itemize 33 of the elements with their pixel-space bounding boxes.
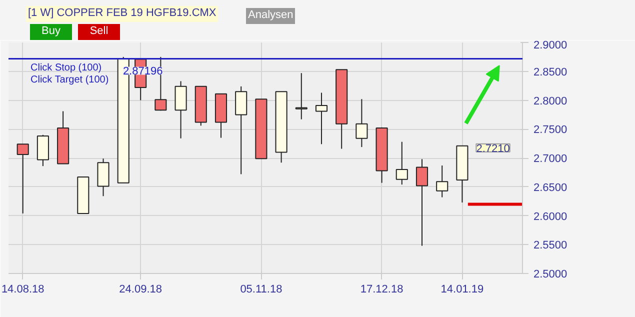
y-tick-label: 2.7500	[534, 124, 568, 136]
y-tick-label: 2.9000	[534, 40, 568, 52]
text: Sell	[78, 24, 120, 40]
candlestick	[436, 165, 448, 198]
y-tick-label: 2.6500	[534, 182, 568, 194]
text: Analysen	[246, 8, 296, 24]
chart-title: [1 W] COPPER FEB 19 HGFB19.CMX	[26, 6, 218, 22]
candlestick	[97, 158, 110, 197]
x-tick-label: 05.11.18	[240, 284, 282, 296]
candlestick	[356, 98, 368, 148]
annotation: Click Stop (100)	[30, 62, 102, 74]
text: Buy	[30, 24, 72, 40]
candlestick	[16, 144, 29, 214]
annotation: 2.7210	[476, 142, 510, 155]
candlestick	[295, 72, 308, 120]
y-tick-label: 2.7000	[534, 153, 568, 165]
x-tick-label: 17.12.18	[360, 284, 404, 296]
y-tick-label: 2.8500	[534, 66, 568, 78]
x-tick-label: 24.09.18	[119, 284, 162, 296]
y-tick-label: 2.6000	[534, 210, 568, 223]
candlestick	[315, 92, 328, 145]
candlestick	[235, 86, 248, 175]
annotation: Click Target (100)	[30, 74, 109, 86]
ref-line-label: 2.87196	[122, 66, 163, 78]
candlestick	[174, 80, 187, 139]
x-tick-label: 14.01.19	[440, 284, 484, 296]
y-tick-label: 2.5500	[534, 240, 568, 252]
y-tick-label: 2.8000	[534, 95, 568, 108]
candlestick	[416, 158, 428, 246]
candlestick	[36, 134, 49, 167]
y-tick-label: 2.5000	[534, 268, 568, 280]
x-tick-label: 14.08.18	[1, 284, 44, 296]
candlestick	[396, 141, 408, 186]
